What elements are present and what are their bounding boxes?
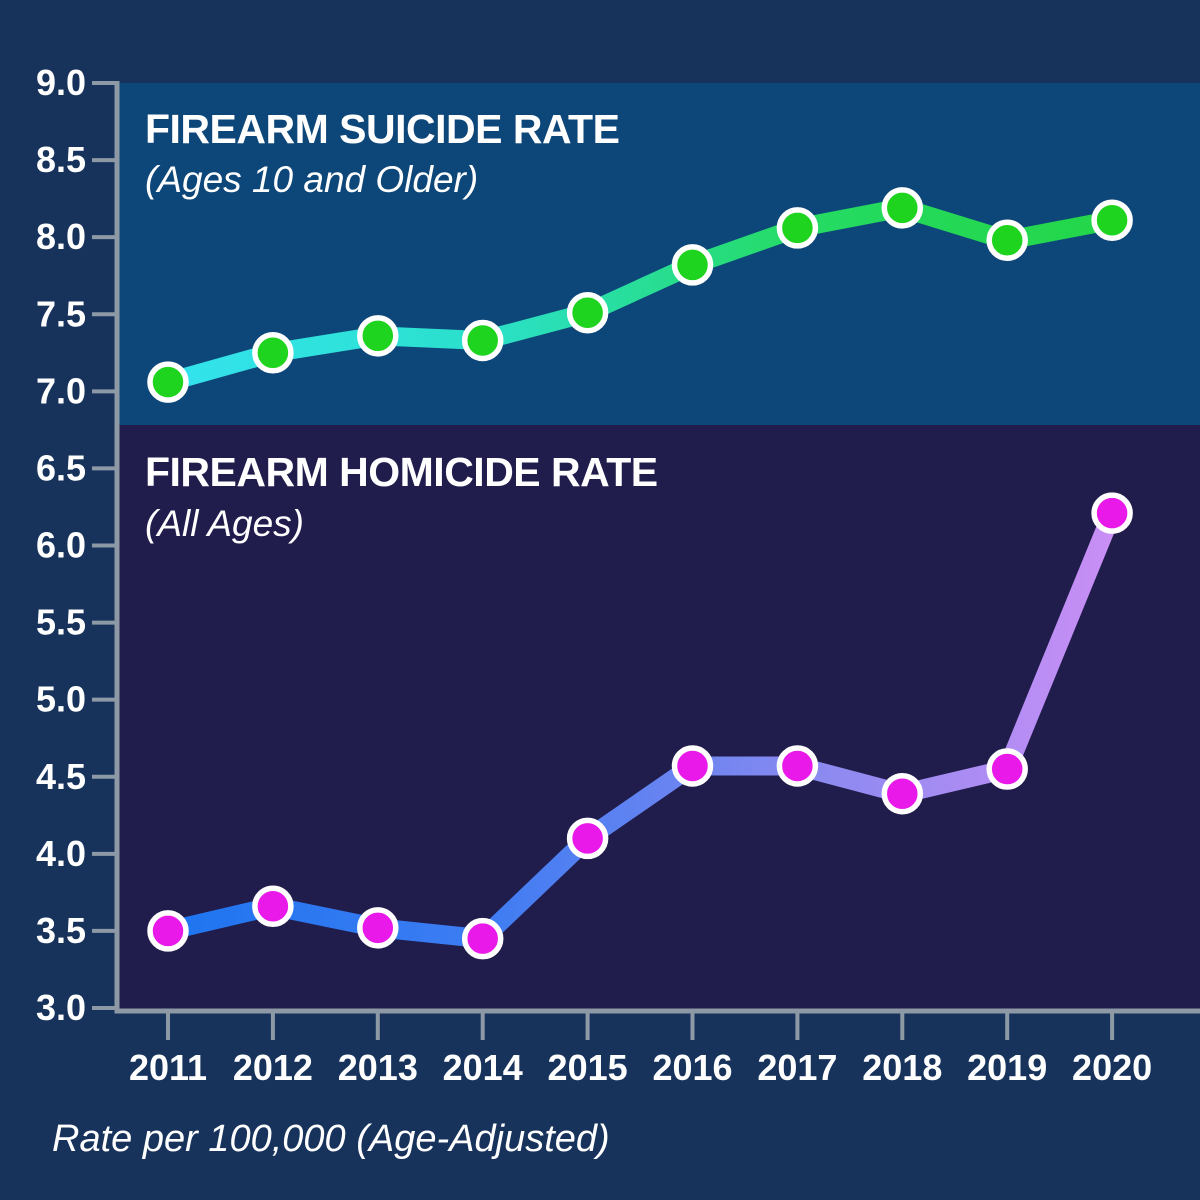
y-tick-label: 3.5 [36, 910, 86, 951]
y-tick-label: 6.0 [36, 525, 86, 566]
series-line-suicide [158, 198, 1122, 392]
x-tick-label: 2013 [338, 1047, 418, 1088]
y-tick-label: 5.0 [36, 679, 86, 720]
data-point-marker [252, 885, 294, 928]
x-tick-label: 2017 [757, 1047, 837, 1088]
y-tick-label: 4.5 [36, 756, 86, 797]
data-point-marker [881, 772, 924, 815]
data-point-marker [671, 244, 714, 286]
data-point-marker [461, 917, 504, 960]
x-tick-label: 2011 [129, 1047, 207, 1088]
x-tick-label: 2020 [1072, 1047, 1152, 1088]
data-point-marker [671, 745, 714, 787]
y-tick-label: 3.0 [36, 987, 86, 1028]
data-point-marker [357, 315, 399, 357]
y-tick-label: 5.5 [36, 602, 86, 643]
data-point-marker [147, 361, 189, 403]
y-tick-label: 8.0 [36, 216, 86, 257]
data-point-marker [252, 332, 294, 374]
y-tick-label: 8.5 [36, 139, 86, 180]
x-tick-label: 2015 [548, 1047, 628, 1088]
data-point-marker [1091, 199, 1133, 241]
x-tick-label: 2012 [233, 1047, 313, 1088]
y-axis-unit-note: Rate per 100,000 (Age-Adjusted) [52, 1118, 610, 1160]
x-tick-label: 2019 [967, 1047, 1047, 1088]
x-tick-label: 2014 [443, 1047, 523, 1088]
homicide-panel-subtitle: (All Ages) [145, 503, 305, 544]
y-tick-label: 7.5 [36, 293, 86, 334]
suicide-panel-subtitle: (Ages 10 and Older) [145, 159, 479, 200]
suicide-panel-title: FIREARM SUICIDE RATE [145, 106, 620, 152]
data-point-marker [566, 817, 609, 860]
data-point-marker [566, 291, 609, 334]
y-tick-label: 9.0 [36, 62, 86, 103]
data-point-marker [881, 187, 924, 229]
data-point-marker [986, 748, 1028, 790]
y-tick-label: 4.0 [36, 833, 86, 874]
data-point-marker [357, 907, 399, 949]
homicide-panel-title: FIREARM HOMICIDE RATE [145, 449, 658, 495]
data-point-marker [461, 319, 504, 362]
data-point-marker [147, 910, 189, 952]
data-point-marker [1091, 492, 1133, 534]
x-tick-label: 2018 [862, 1047, 942, 1088]
data-point-marker [776, 207, 819, 249]
y-tick-label: 7.0 [36, 370, 86, 411]
data-point-marker [986, 219, 1028, 262]
x-tick-label: 2016 [652, 1047, 732, 1088]
series-line-homicide [158, 503, 1122, 949]
y-tick-label: 6.5 [36, 447, 86, 488]
data-point-marker [776, 745, 819, 787]
